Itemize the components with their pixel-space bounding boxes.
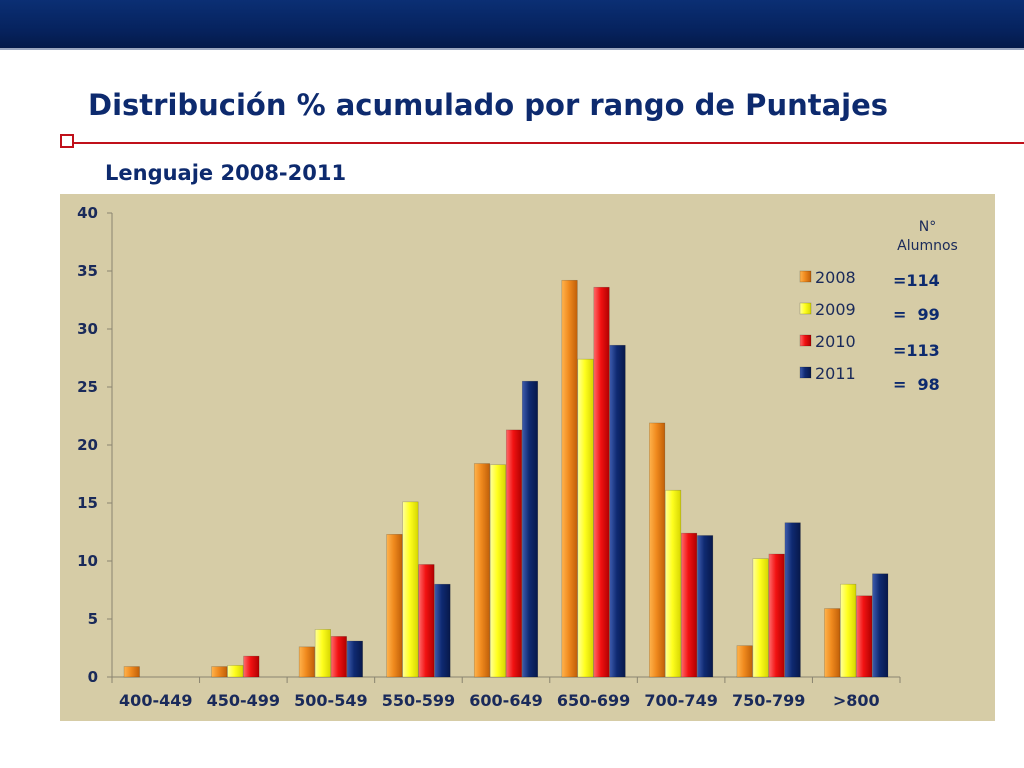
y-tick-label: 15 <box>77 494 98 512</box>
legend-label-2009: 2009 <box>815 300 856 319</box>
students-count-2009: = 99 <box>893 305 940 324</box>
bar-2008-750-799 <box>736 645 753 678</box>
bar-2011-500-549 <box>346 640 363 678</box>
bar-2010-600-649 <box>505 429 523 678</box>
bar-2010-750-799 <box>768 553 785 678</box>
bar-chart: 0 5 10 15 20 25 30 35 40 400-449 450-499 500-549 550… <box>77 204 901 710</box>
y-tick-label: 5 <box>88 610 98 628</box>
students-count-2010: =113 <box>893 341 940 360</box>
bar-2011-550-599 <box>434 583 451 678</box>
bar-2008-450-499 <box>211 666 228 678</box>
chart-area: 0 5 10 15 20 25 30 35 40 400-449 450-499 500-549 550… <box>60 194 995 721</box>
bar-2009-550-599 <box>402 501 419 678</box>
bar-2008-500-549 <box>298 646 315 678</box>
bar-2009-750-799 <box>752 558 769 678</box>
x-category-label: 750-799 <box>732 691 805 710</box>
y-tick-label: 25 <box>77 378 98 396</box>
y-tick-label: 10 <box>77 552 98 570</box>
bar-2011-700-749 <box>697 535 714 678</box>
legend-label-2008: 2008 <box>815 268 856 287</box>
legend-label-2011: 2011 <box>815 364 856 383</box>
bar-2008-550-599 <box>386 534 403 678</box>
bar-2010->800 <box>856 595 873 678</box>
bar-2008-600-649 <box>473 463 491 678</box>
bar-2010-700-749 <box>681 532 698 678</box>
legend-swatch-2009 <box>799 302 812 315</box>
chart-legend: 2008 2009 2010 2011 <box>799 268 856 383</box>
legend-swatch-2011 <box>799 366 812 379</box>
students-count-2011: = 98 <box>893 375 940 394</box>
x-category-label: 450-499 <box>207 691 280 710</box>
x-category-label: 650-699 <box>557 691 630 710</box>
students-count-header: N° Alumnos <box>870 218 985 256</box>
bar-2011-750-799 <box>784 522 801 678</box>
page-title: Distribución % acumulado por rango de Pu… <box>88 88 889 122</box>
legend-label-2010: 2010 <box>815 332 856 351</box>
bar-2009-650-699 <box>577 358 594 678</box>
bar-2008->800 <box>824 608 841 678</box>
divider-square-marker <box>60 134 74 148</box>
students-count-header-line1: N° <box>918 219 937 235</box>
y-tick-label: 20 <box>77 436 98 454</box>
chart-subtitle: Lenguaje 2008-2011 <box>105 161 347 185</box>
x-category-label: 400-449 <box>119 691 192 710</box>
bar-2009-500-549 <box>314 629 331 678</box>
x-category-label: >800 <box>833 691 880 710</box>
bar-2010-500-549 <box>330 636 347 678</box>
bar-2009-600-649 <box>489 464 507 678</box>
title-divider <box>70 142 1024 144</box>
bar-2011-650-699 <box>609 344 626 678</box>
students-count-2008: =114 <box>893 271 940 290</box>
y-tick-label: 0 <box>88 668 98 686</box>
bar-2008-400-449 <box>123 666 140 678</box>
bar-2009-450-499 <box>227 665 244 678</box>
x-category-label: 600-649 <box>469 691 542 710</box>
bar-2010-550-599 <box>418 564 435 678</box>
y-tick-label: 40 <box>77 204 98 222</box>
bar-2011->800 <box>872 573 889 678</box>
bar-2008-700-749 <box>649 422 666 678</box>
x-category-label: 700-749 <box>644 691 717 710</box>
students-count-header-line2: Alumnos <box>897 238 958 254</box>
bar-2010-650-699 <box>593 286 610 678</box>
bar-2008-650-699 <box>561 279 578 678</box>
bar-2010-450-499 <box>243 655 260 678</box>
bar-2011-600-649 <box>521 380 539 678</box>
bar-2009-700-749 <box>665 489 682 678</box>
legend-swatch-2008 <box>799 270 812 283</box>
header-bar <box>0 0 1024 50</box>
chart-bars <box>123 279 889 678</box>
y-tick-label: 30 <box>77 320 98 338</box>
legend-swatch-2010 <box>799 334 812 347</box>
chart-axes: 0 5 10 15 20 25 30 35 40 400-449 450-499 500-549 550… <box>77 204 901 710</box>
bar-2009->800 <box>840 583 857 678</box>
y-tick-label: 35 <box>77 262 98 280</box>
x-category-label: 500-549 <box>294 691 367 710</box>
x-category-label: 550-599 <box>382 691 455 710</box>
